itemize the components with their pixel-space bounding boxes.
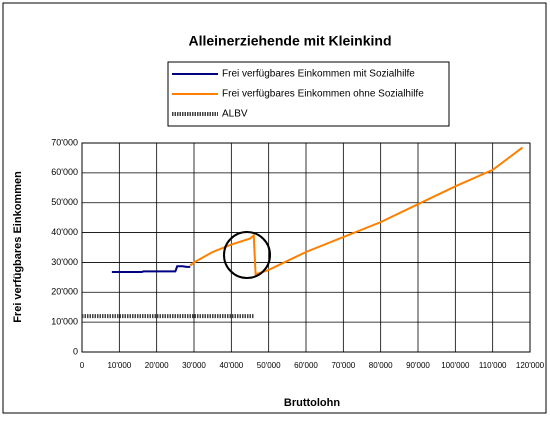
x-tick-label: 30'000 [182, 361, 206, 370]
highlight-circle [223, 231, 271, 279]
y-tick-label: 40'000 [51, 227, 78, 237]
y-tick-label: 30'000 [51, 257, 78, 267]
y-axis-title: Frei verfügbares Einkommen [12, 171, 24, 323]
x-tick-label: 80'000 [369, 361, 393, 370]
y-tick-label: 0 [73, 346, 78, 356]
series-line [189, 146, 524, 276]
x-tick-label: 50'000 [257, 361, 281, 370]
x-tick-label: 70'000 [331, 361, 355, 370]
x-tick-label: 120'000 [516, 361, 545, 370]
x-tick-label: 60'000 [294, 361, 318, 370]
x-tick-label: 0 [80, 361, 85, 370]
y-tick-label: 70'000 [51, 137, 78, 147]
x-tick-label: 10'000 [107, 361, 131, 370]
y-tick-label: 50'000 [51, 197, 78, 207]
legend-label: ALBV [222, 109, 248, 120]
y-tick-label: 10'000 [51, 317, 78, 327]
y-tick-label: 60'000 [51, 167, 78, 177]
y-tick-label: 20'000 [51, 287, 78, 297]
x-tick-label: 90'000 [406, 361, 430, 370]
legend-label: Frei verfügbares Einkommen mit Sozialhil… [222, 69, 415, 80]
x-tick-label: 20'000 [145, 361, 169, 370]
legend-label: Frei verfügbares Einkommen ohne Sozialhi… [222, 89, 424, 100]
x-tick-label: 110'000 [479, 361, 507, 370]
x-tick-label: 100'000 [441, 361, 470, 370]
chart-title: Alleinerziehende mit Kleinkind [188, 33, 391, 49]
x-tick-label: 40'000 [219, 361, 243, 370]
x-axis-title: Bruttolohn [284, 397, 340, 409]
series-line [111, 265, 191, 273]
